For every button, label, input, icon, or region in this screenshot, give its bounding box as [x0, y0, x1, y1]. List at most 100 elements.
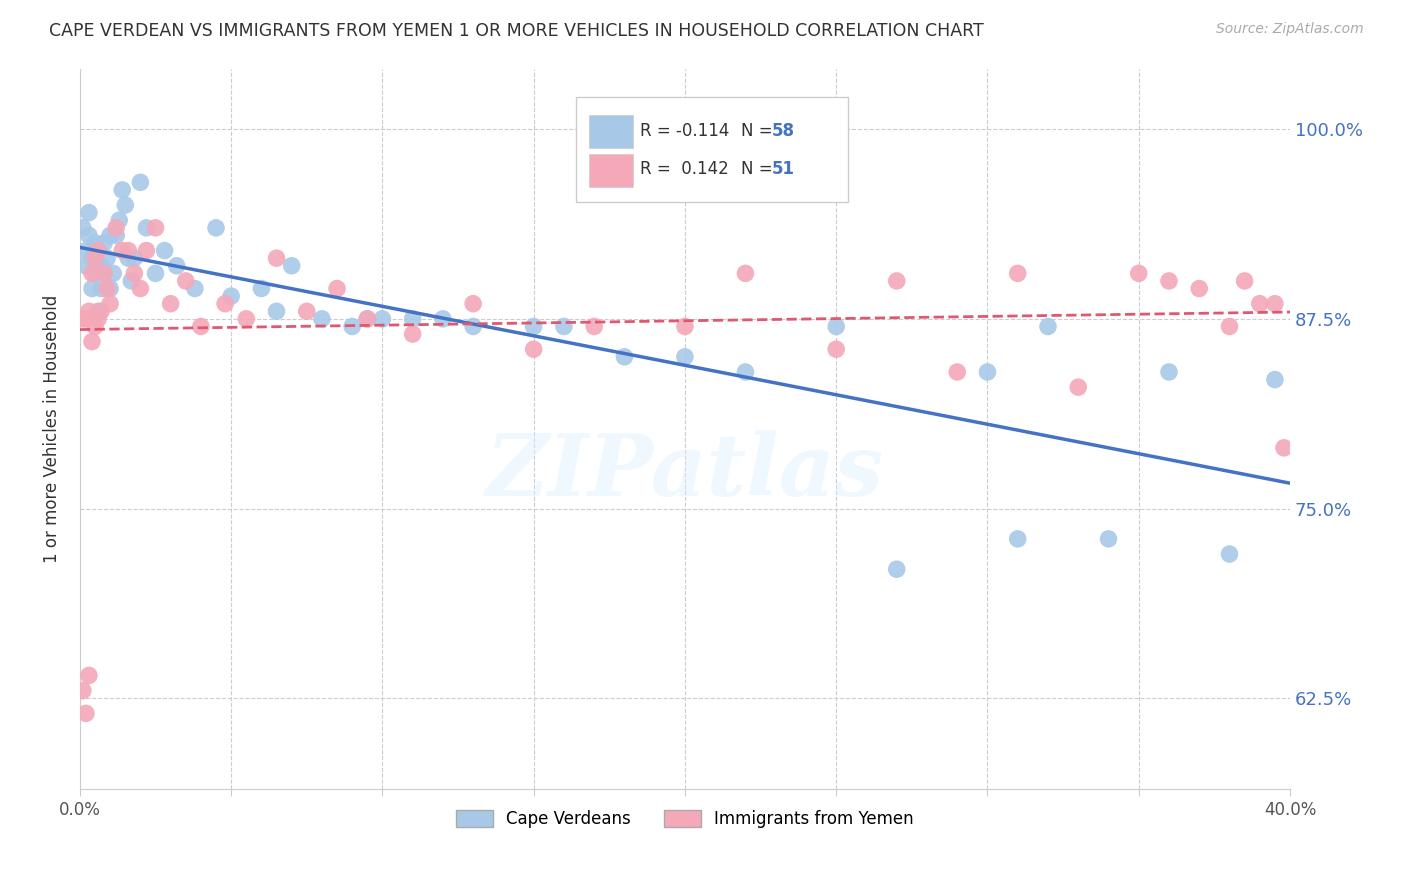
Y-axis label: 1 or more Vehicles in Household: 1 or more Vehicles in Household	[44, 294, 60, 563]
Point	[90, 259, 112, 273]
Point	[1067, 380, 1090, 394]
Point	[77, 668, 100, 682]
Text: 58: 58	[772, 122, 794, 140]
Point	[135, 220, 157, 235]
Point	[77, 304, 100, 318]
Point	[87, 244, 110, 258]
Point	[80, 334, 103, 349]
Point	[90, 304, 112, 318]
Point	[356, 311, 378, 326]
Point	[72, 220, 94, 235]
Point	[371, 311, 394, 326]
Point	[190, 319, 212, 334]
Point	[108, 213, 131, 227]
Point	[340, 319, 363, 334]
Point	[105, 228, 128, 243]
Point	[401, 311, 423, 326]
Point	[77, 205, 100, 219]
Point	[583, 319, 606, 334]
Point	[523, 319, 546, 334]
Point	[463, 296, 485, 310]
Point	[75, 244, 97, 258]
Point	[734, 365, 756, 379]
Text: ZIPatlas: ZIPatlas	[486, 430, 884, 514]
FancyBboxPatch shape	[589, 115, 633, 148]
Point	[250, 281, 273, 295]
Point	[135, 244, 157, 258]
Point	[75, 259, 97, 273]
Point	[1157, 274, 1180, 288]
Point	[124, 251, 146, 265]
Point	[72, 311, 94, 326]
Point	[1036, 319, 1059, 334]
Point	[184, 281, 207, 295]
Point	[1272, 441, 1295, 455]
Point	[463, 319, 485, 334]
Point	[825, 342, 848, 356]
Point	[101, 266, 124, 280]
Point	[105, 220, 128, 235]
Point	[129, 175, 152, 189]
Point	[1218, 319, 1240, 334]
Point	[120, 274, 142, 288]
Point	[946, 365, 969, 379]
Point	[280, 259, 302, 273]
Point	[87, 244, 110, 258]
Point	[84, 319, 107, 334]
Point	[266, 304, 288, 318]
Point	[825, 319, 848, 334]
Point	[90, 281, 112, 295]
Point	[159, 296, 181, 310]
Point	[114, 198, 136, 212]
Text: N =: N =	[741, 122, 772, 140]
Point	[84, 235, 107, 250]
Point	[1264, 296, 1286, 310]
Text: R =  0.142: R = 0.142	[640, 161, 728, 178]
Text: Source: ZipAtlas.com: Source: ZipAtlas.com	[1216, 22, 1364, 37]
Point	[1218, 547, 1240, 561]
Point	[432, 311, 454, 326]
Point	[96, 251, 118, 265]
Point	[87, 311, 110, 326]
Point	[93, 266, 115, 280]
Point	[886, 562, 908, 576]
Point	[356, 311, 378, 326]
FancyBboxPatch shape	[589, 153, 633, 186]
Point	[80, 281, 103, 295]
Point	[111, 244, 134, 258]
Point	[214, 296, 236, 310]
Point	[219, 289, 242, 303]
Point	[401, 326, 423, 341]
Point	[72, 683, 94, 698]
Legend: Cape Verdeans, Immigrants from Yemen: Cape Verdeans, Immigrants from Yemen	[450, 804, 921, 835]
Point	[124, 266, 146, 280]
Point	[235, 311, 257, 326]
Point	[1007, 266, 1029, 280]
Point	[96, 281, 118, 295]
Point	[145, 266, 167, 280]
Point	[523, 342, 546, 356]
Point	[75, 706, 97, 721]
Point	[111, 183, 134, 197]
Point	[98, 228, 121, 243]
Point	[1233, 274, 1256, 288]
Text: 51: 51	[772, 161, 794, 178]
Point	[295, 304, 318, 318]
Point	[145, 220, 167, 235]
Point	[153, 244, 176, 258]
Point	[80, 251, 103, 265]
Point	[93, 266, 115, 280]
Point	[166, 259, 188, 273]
Point	[117, 251, 139, 265]
Point	[117, 244, 139, 258]
Point	[553, 319, 575, 334]
Text: CAPE VERDEAN VS IMMIGRANTS FROM YEMEN 1 OR MORE VEHICLES IN HOUSEHOLD CORRELATIO: CAPE VERDEAN VS IMMIGRANTS FROM YEMEN 1 …	[49, 22, 984, 40]
Point	[1007, 532, 1029, 546]
Point	[1249, 296, 1271, 310]
Point	[311, 311, 333, 326]
Point	[174, 274, 197, 288]
Point	[266, 251, 288, 265]
Point	[976, 365, 998, 379]
Point	[93, 235, 115, 250]
Point	[673, 350, 696, 364]
